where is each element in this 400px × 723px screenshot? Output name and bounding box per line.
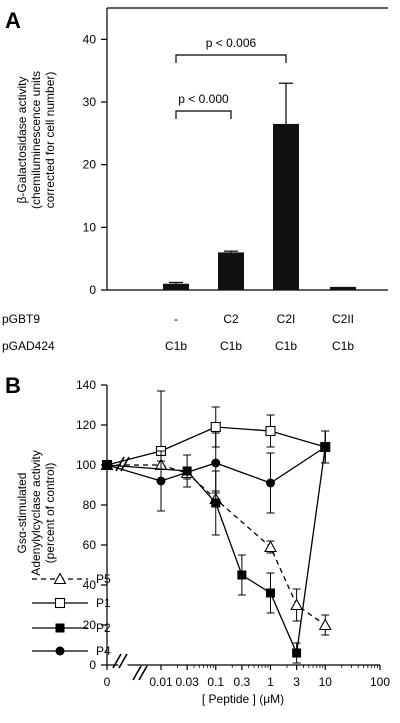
category-label-pgad424: C1b bbox=[332, 339, 354, 353]
data-point-circle bbox=[156, 476, 166, 486]
row-label-pgad424: pGAD424 bbox=[2, 339, 55, 353]
panel-b-y-tick-label: 40 bbox=[83, 578, 97, 592]
data-point-open-square bbox=[265, 425, 276, 437]
data-point-triangle bbox=[318, 618, 332, 631]
panel-b-legend: P5 P1 P2 P4 bbox=[32, 572, 111, 658]
panel-b-x-tick-label: 0.01 bbox=[149, 675, 173, 689]
panel-b-y-tick-label: 140 bbox=[76, 378, 96, 392]
data-point-circle bbox=[266, 478, 275, 488]
legend-item-p5: P5 bbox=[32, 572, 111, 586]
panel-b-y-tick-label: 80 bbox=[83, 498, 97, 512]
panel-b-x-ticks: 0 0.01 0.03 0.1 0.3 1 3 10 100 bbox=[104, 665, 390, 689]
series-p4 bbox=[102, 430, 330, 514]
panel-b-y-tick-label: 120 bbox=[76, 418, 96, 432]
legend-item-p4: P4 bbox=[32, 644, 111, 658]
panel-b: B Gsα-stimulated Adenylylcyclase activit… bbox=[5, 373, 390, 706]
panel-b-series bbox=[100, 390, 332, 664]
panel-b-y-ticks: 0 20 40 60 80 100 120 140 bbox=[76, 378, 107, 672]
panel-a-y-tick-label: 10 bbox=[83, 220, 97, 234]
panel-b-x-tick-label: 0 bbox=[104, 675, 111, 689]
legend-item-p2: P2 bbox=[32, 621, 111, 635]
panel-b-x-axis-title: [ Peptide ] (μM) bbox=[202, 692, 284, 706]
data-point-circle bbox=[320, 442, 330, 452]
data-point-open-square bbox=[210, 421, 221, 433]
panel-b-ylabel-line-1: Gsα-stimulated bbox=[15, 473, 29, 554]
data-point-triangle bbox=[264, 540, 277, 553]
category-label-pgad424: C1b bbox=[165, 339, 187, 353]
panel-b-x-tick-label: 1 bbox=[267, 675, 274, 689]
panel-b-ylabel-line-2: Adenylylcyclase activity bbox=[29, 450, 43, 575]
panel-b-y-tick-label: 100 bbox=[76, 458, 96, 472]
data-point-circle bbox=[211, 458, 221, 468]
panel-a-y-tick-label: 30 bbox=[83, 95, 97, 109]
legend-label: P4 bbox=[96, 644, 111, 658]
panel-b-y-tick-label: 20 bbox=[83, 618, 97, 632]
panel-b-letter: B bbox=[5, 373, 21, 398]
data-point-filled-square bbox=[237, 570, 247, 580]
data-point-filled-square bbox=[55, 623, 65, 633]
significance-bracket bbox=[175, 54, 287, 63]
data-point-circle bbox=[102, 460, 112, 470]
panel-a-y-axis-title: β-Galactosidase activity (chemiluminesce… bbox=[15, 71, 57, 209]
data-point-open-square bbox=[54, 597, 66, 609]
panel-b-y-tick-label: 0 bbox=[89, 658, 96, 672]
significance-label: p < 0.006 bbox=[206, 36, 257, 50]
bar bbox=[218, 252, 244, 290]
category-label-pgbt9: - bbox=[174, 312, 178, 326]
data-point-triangle bbox=[53, 572, 67, 585]
bar bbox=[273, 123, 299, 290]
panel-b-y-axis-title: Gsα-stimulated Adenylylcyclase activity … bbox=[15, 450, 57, 575]
category-label-pgad424: C1b bbox=[220, 339, 242, 353]
category-label-pgbt9: C2I bbox=[277, 312, 296, 326]
panel-a-ylabel-line-2: (chemiluminescence units bbox=[29, 71, 43, 209]
data-point-triangle bbox=[290, 598, 304, 611]
category-label-pgbt9: C2II bbox=[332, 312, 354, 326]
panel-a-y-tick-label: 20 bbox=[83, 158, 97, 172]
axis-break-mark bbox=[112, 652, 148, 681]
panel-a-bars bbox=[163, 82, 356, 290]
significance-label: p < 0.000 bbox=[178, 92, 229, 106]
panel-b-x-tick-label: 10 bbox=[319, 675, 333, 689]
panel-a-letter: A bbox=[5, 8, 21, 33]
data-point-circle bbox=[55, 646, 65, 656]
bar bbox=[330, 286, 356, 290]
panel-a: A β-Galactosidase activity (chemilumines… bbox=[2, 7, 388, 353]
panel-a-ylabel-line-3: corrected for cell number) bbox=[43, 72, 57, 209]
legend-label: P5 bbox=[96, 572, 111, 586]
data-point-filled-square bbox=[211, 498, 221, 508]
bar bbox=[163, 283, 189, 290]
data-point-filled-square bbox=[292, 648, 302, 658]
legend-label: P2 bbox=[96, 621, 111, 635]
legend-item-p1: P1 bbox=[32, 596, 111, 610]
panel-a-category-labels: - C1b C2 C1b C2I C1b C2II C1b bbox=[165, 312, 354, 353]
panel-a-y-tick-label: 0 bbox=[89, 283, 96, 297]
panel-b-x-tick-label: 0.03 bbox=[175, 675, 199, 689]
panel-a-ylabel-line-1: β-Galactosidase activity bbox=[15, 77, 29, 204]
panel-b-x-tick-label: 100 bbox=[370, 675, 390, 689]
panel-b-x-tick-label: 3 bbox=[293, 675, 300, 689]
category-label-pgbt9: C2 bbox=[223, 312, 239, 326]
panel-a-annotations: p < 0.000 p < 0.006 bbox=[175, 36, 287, 119]
data-point-filled-square bbox=[182, 466, 192, 476]
legend-label: P1 bbox=[96, 596, 111, 610]
panel-b-x-tick-label: 0.1 bbox=[207, 675, 224, 689]
category-label-pgad424: C1b bbox=[275, 339, 297, 353]
panel-b-x-tick-label: 0.3 bbox=[234, 675, 251, 689]
panel-a-y-ticks: 0 10 20 30 40 bbox=[83, 32, 107, 297]
panel-b-ylabel-line-3: (percent of control) bbox=[43, 463, 57, 564]
panel-b-y-tick-label: 60 bbox=[83, 538, 97, 552]
panel-a-y-tick-label: 40 bbox=[83, 32, 97, 46]
data-point-filled-square bbox=[266, 588, 275, 598]
significance-bracket bbox=[175, 110, 232, 119]
row-label-pgbt9: pGBT9 bbox=[2, 312, 40, 326]
